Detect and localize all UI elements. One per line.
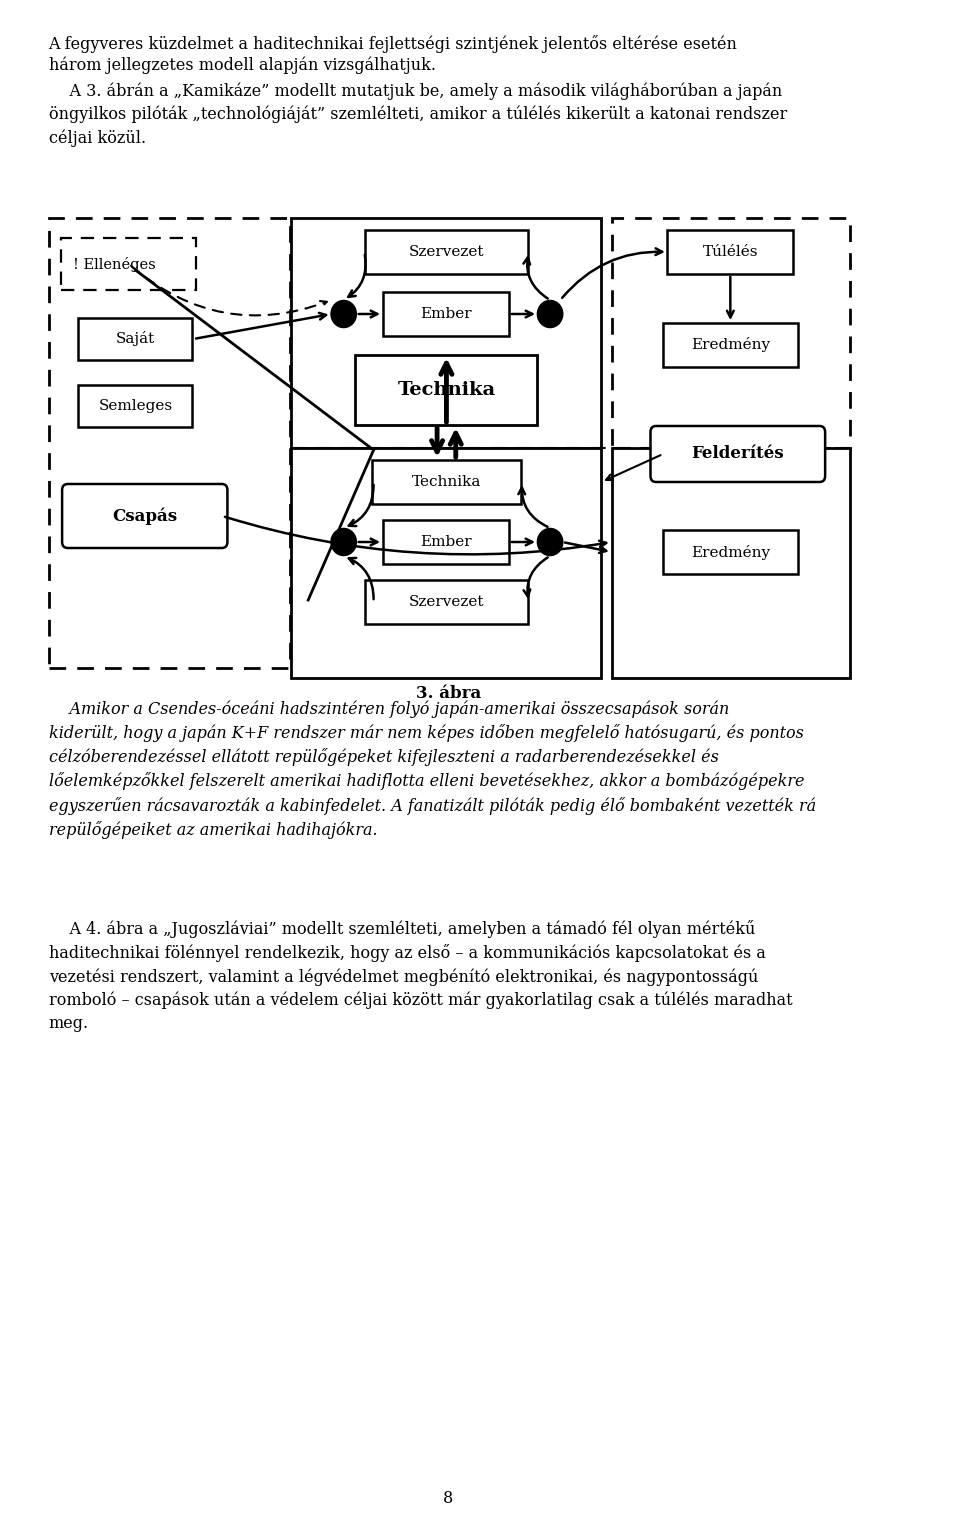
Text: Technika: Technika xyxy=(412,475,481,488)
Text: A 4. ábra a „Jugoszláviai” modellt szemlélteti, amelyben a támadó fél olyan mért: A 4. ábra a „Jugoszláviai” modellt szeml… xyxy=(49,920,792,1033)
FancyBboxPatch shape xyxy=(292,449,602,678)
FancyBboxPatch shape xyxy=(662,529,798,573)
Text: Saját: Saját xyxy=(116,332,156,347)
FancyBboxPatch shape xyxy=(365,230,528,274)
Text: 8: 8 xyxy=(444,1491,453,1507)
FancyArrowPatch shape xyxy=(512,310,533,318)
FancyArrowPatch shape xyxy=(359,538,377,546)
FancyArrowPatch shape xyxy=(131,266,326,315)
Circle shape xyxy=(331,529,356,555)
FancyBboxPatch shape xyxy=(372,459,521,503)
FancyBboxPatch shape xyxy=(667,230,793,274)
Text: Ember: Ember xyxy=(420,307,472,321)
FancyArrowPatch shape xyxy=(523,257,548,298)
FancyBboxPatch shape xyxy=(612,449,850,678)
Text: A fegyveres küzdelmet a haditechnikai fejlettségi szintjének jelentős eltérése e: A fegyveres küzdelmet a haditechnikai fe… xyxy=(49,35,737,53)
Text: Csapás: Csapás xyxy=(112,506,178,525)
Circle shape xyxy=(331,301,356,327)
Circle shape xyxy=(538,529,563,555)
Text: Eredmény: Eredmény xyxy=(691,545,770,560)
FancyArrowPatch shape xyxy=(727,277,733,318)
FancyArrowPatch shape xyxy=(348,485,373,526)
FancyArrowPatch shape xyxy=(196,313,326,339)
Text: Eredmény: Eredmény xyxy=(691,338,770,353)
Text: A 3. ábrán a „Kamikáze” modellt mutatjuk be, amely a második világháborúban a ja: A 3. ábrán a „Kamikáze” modellt mutatjuk… xyxy=(49,82,787,146)
Text: ! Ellenéges: ! Ellenéges xyxy=(73,257,156,272)
FancyArrowPatch shape xyxy=(523,557,548,596)
FancyBboxPatch shape xyxy=(383,292,510,336)
FancyBboxPatch shape xyxy=(62,484,228,548)
Text: három jellegzetes modell alapján vizsgálhatjuk.: három jellegzetes modell alapján vizsgál… xyxy=(49,56,436,75)
Text: Semleges: Semleges xyxy=(98,399,173,414)
Text: 3. ábra: 3. ábra xyxy=(416,684,481,703)
Text: Szervezet: Szervezet xyxy=(409,245,484,259)
FancyArrowPatch shape xyxy=(518,488,547,526)
FancyArrowPatch shape xyxy=(348,558,373,599)
FancyBboxPatch shape xyxy=(662,322,798,367)
FancyBboxPatch shape xyxy=(365,580,528,624)
FancyArrowPatch shape xyxy=(512,538,533,546)
FancyBboxPatch shape xyxy=(383,520,510,564)
FancyBboxPatch shape xyxy=(79,318,192,360)
Text: Túlélés: Túlélés xyxy=(703,245,758,259)
Text: Felderítés: Felderítés xyxy=(691,446,784,462)
FancyArrowPatch shape xyxy=(225,517,606,554)
Text: Ember: Ember xyxy=(420,535,472,549)
FancyBboxPatch shape xyxy=(292,218,602,449)
Text: Amikor a Csendes-óceáni hadszintéren folyó japán-amerikai összecsapások során
ki: Amikor a Csendes-óceáni hadszintéren fol… xyxy=(49,700,816,840)
Text: Technika: Technika xyxy=(397,380,495,399)
FancyArrowPatch shape xyxy=(359,310,377,318)
Text: Szervezet: Szervezet xyxy=(409,595,484,608)
FancyArrowPatch shape xyxy=(564,543,607,552)
Circle shape xyxy=(538,301,563,327)
FancyBboxPatch shape xyxy=(79,385,192,427)
FancyArrowPatch shape xyxy=(348,254,366,297)
FancyBboxPatch shape xyxy=(355,354,538,424)
FancyBboxPatch shape xyxy=(651,426,826,482)
FancyArrowPatch shape xyxy=(563,248,662,298)
FancyArrowPatch shape xyxy=(606,455,660,481)
